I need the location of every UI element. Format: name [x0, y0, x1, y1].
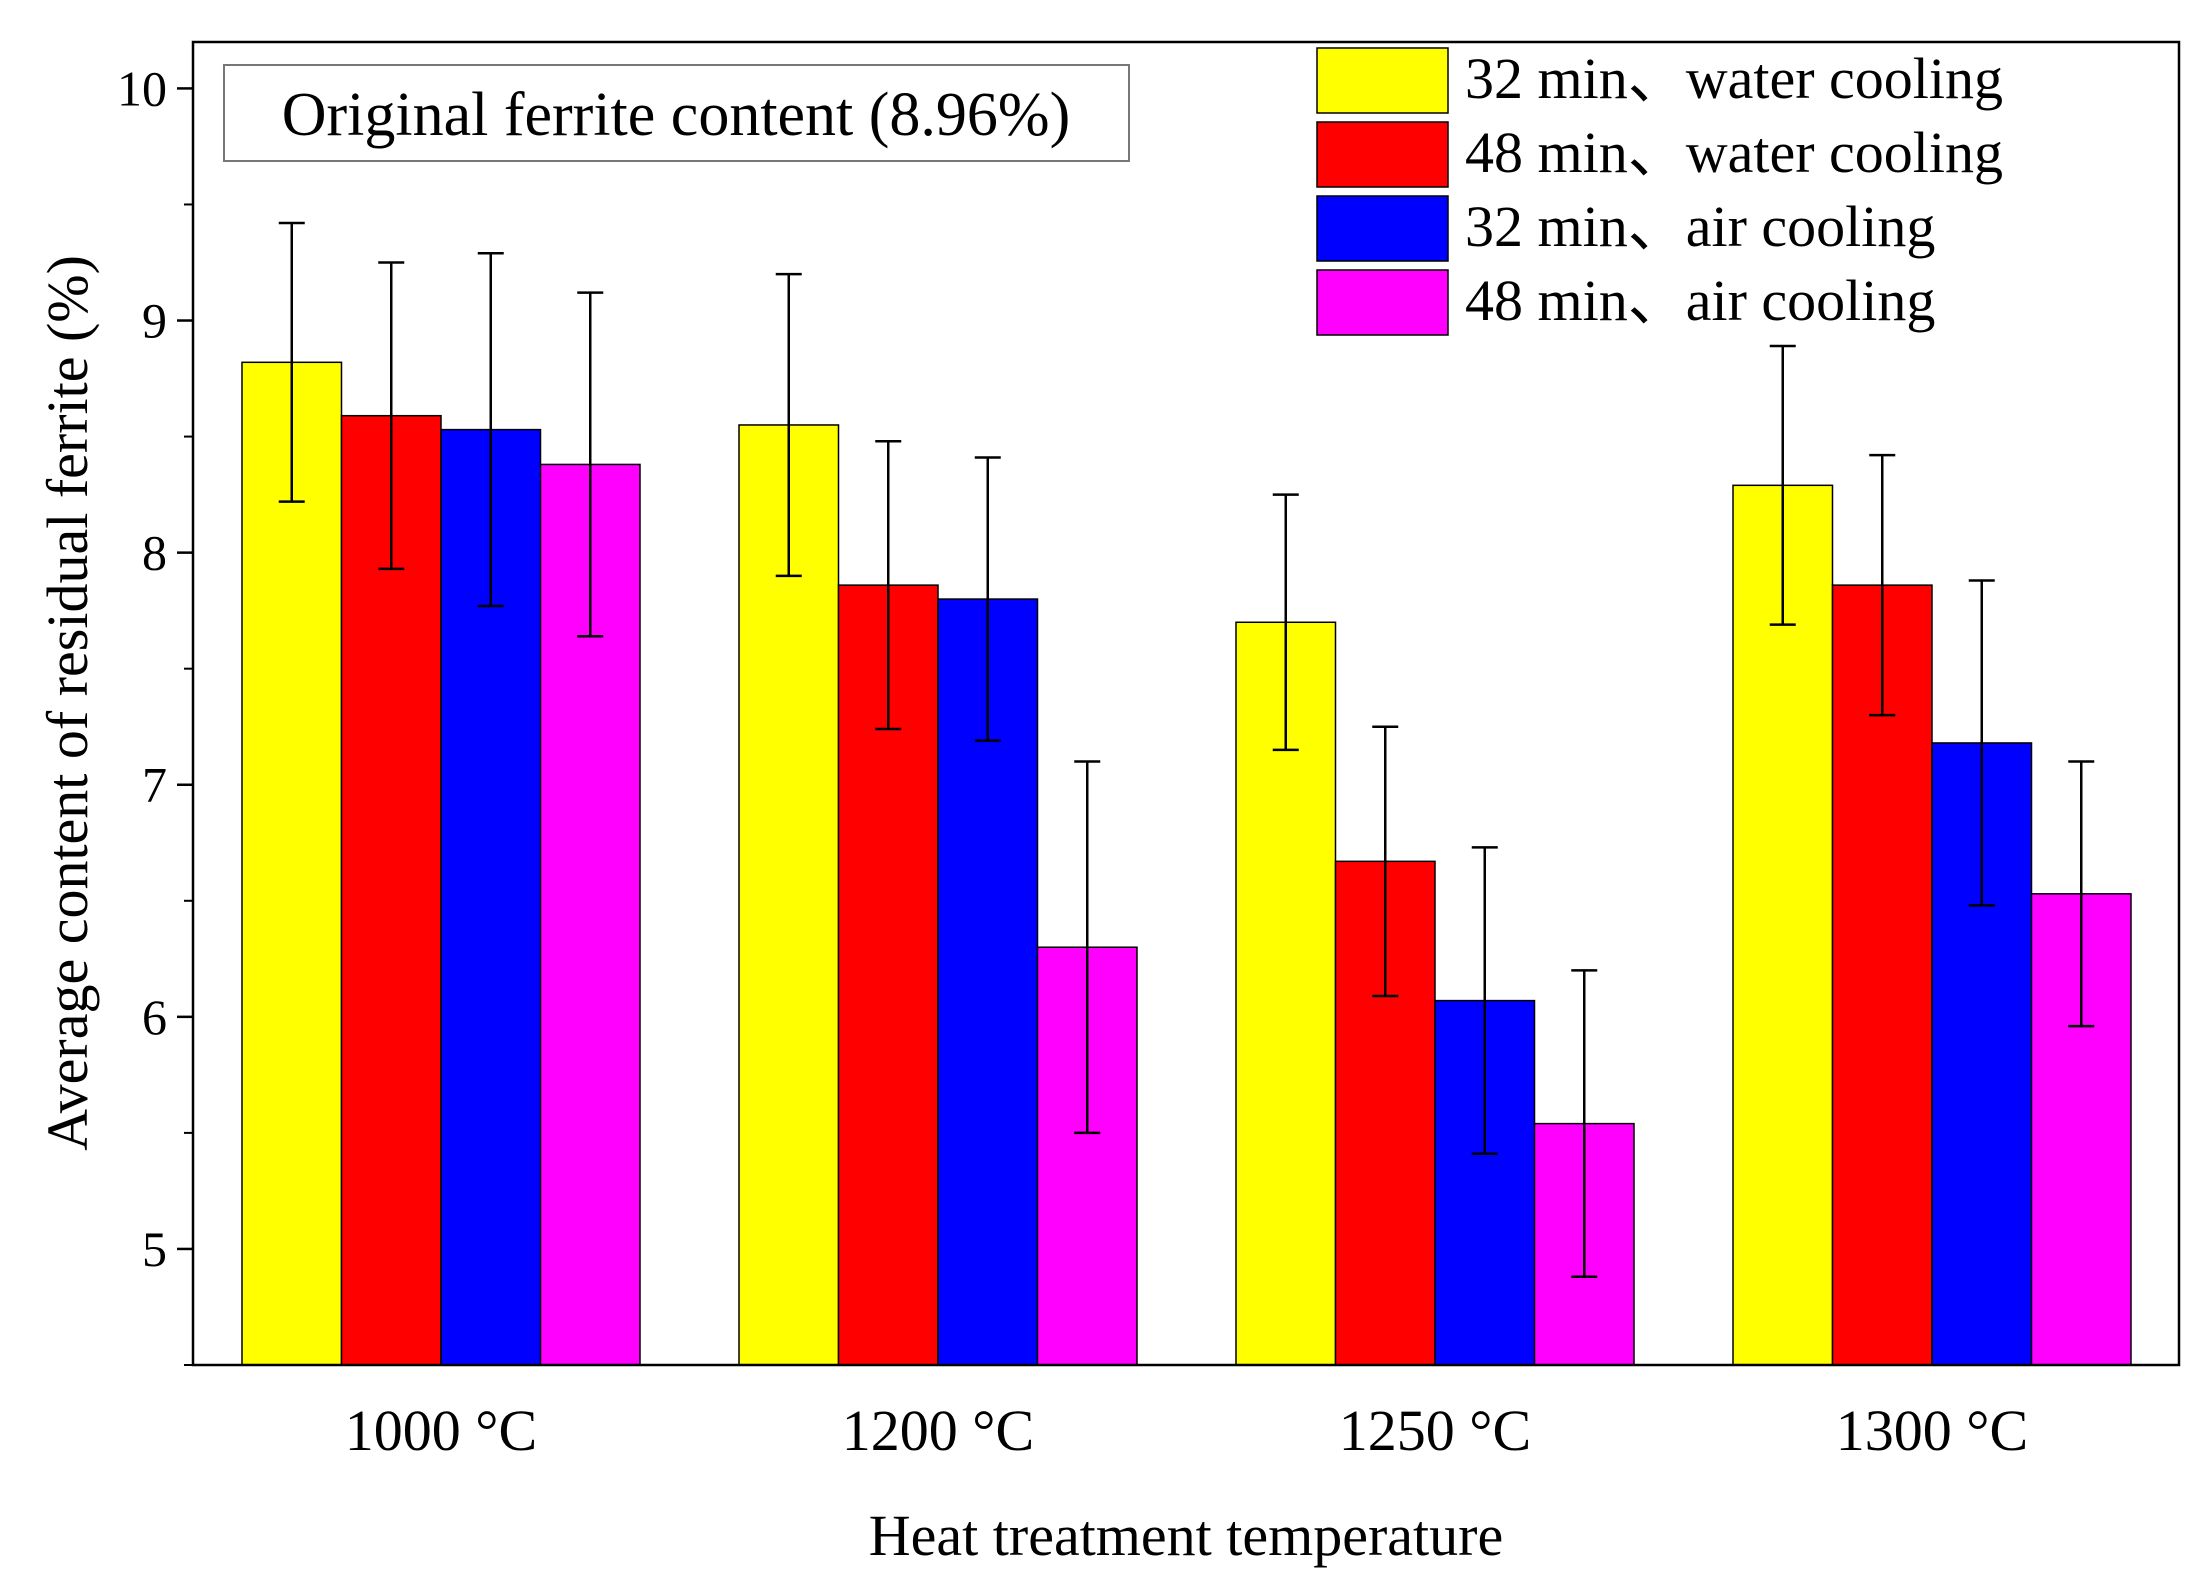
y-tick-label-6: 10 — [117, 60, 167, 116]
y-tick-label-4: 8 — [142, 525, 167, 581]
legend-swatch-1 — [1316, 47, 1449, 114]
plot-frame — [191, 40, 2181, 1367]
bar-4-series-1 — [1732, 484, 1834, 1366]
annotation-box: Original ferrite content (8.96%) — [223, 64, 1130, 162]
x-axis-category-labels: 1000 °C 1200 °C 1250 °C 1300 °C — [345, 1398, 2028, 1463]
error-bars-layer — [278, 221, 2095, 1279]
legend-swatch-4 — [1316, 269, 1449, 336]
bar-2-series-1 — [738, 424, 840, 1366]
y-tick-label-1: 5 — [142, 1221, 167, 1277]
x-axis-title: Heat treatment temperature — [869, 1503, 1503, 1568]
legend-swatch-3 — [1316, 195, 1449, 262]
annotation-text: Original ferrite content (8.96%) — [282, 81, 1070, 149]
legend-label-2: 48 min、water cooling — [1465, 120, 2003, 185]
y-tick-label-5: 9 — [142, 293, 167, 349]
x-tick-label-3: 1250 °C — [1339, 1398, 1531, 1463]
annotation-frame — [223, 64, 1130, 162]
legend-label-3: 32 min、air cooling — [1465, 194, 1935, 259]
legend: 32 min、water cooling 48 min、water cooling… — [1316, 46, 2003, 336]
y-tick-label-3: 7 — [142, 757, 167, 813]
bar-1-series-2 — [340, 414, 442, 1366]
legend-swatch-2 — [1316, 121, 1449, 188]
y-axis-ticks: 5 6 7 8 9 10 — [117, 60, 193, 1366]
bars-layer — [241, 361, 2132, 1366]
y-tick-label-2: 6 — [142, 989, 167, 1045]
legend-label-4: 48 min、air cooling — [1465, 268, 1935, 333]
x-tick-label-4: 1300 °C — [1836, 1398, 2028, 1463]
x-tick-label-2: 1200 °C — [842, 1398, 1034, 1463]
bar-1-series-1 — [241, 361, 343, 1366]
x-tick-label-1: 1000 °C — [345, 1398, 537, 1463]
y-axis-title: Average content of residual ferrite (%) — [35, 255, 100, 1151]
legend-label-1: 32 min、water cooling — [1465, 46, 2003, 111]
